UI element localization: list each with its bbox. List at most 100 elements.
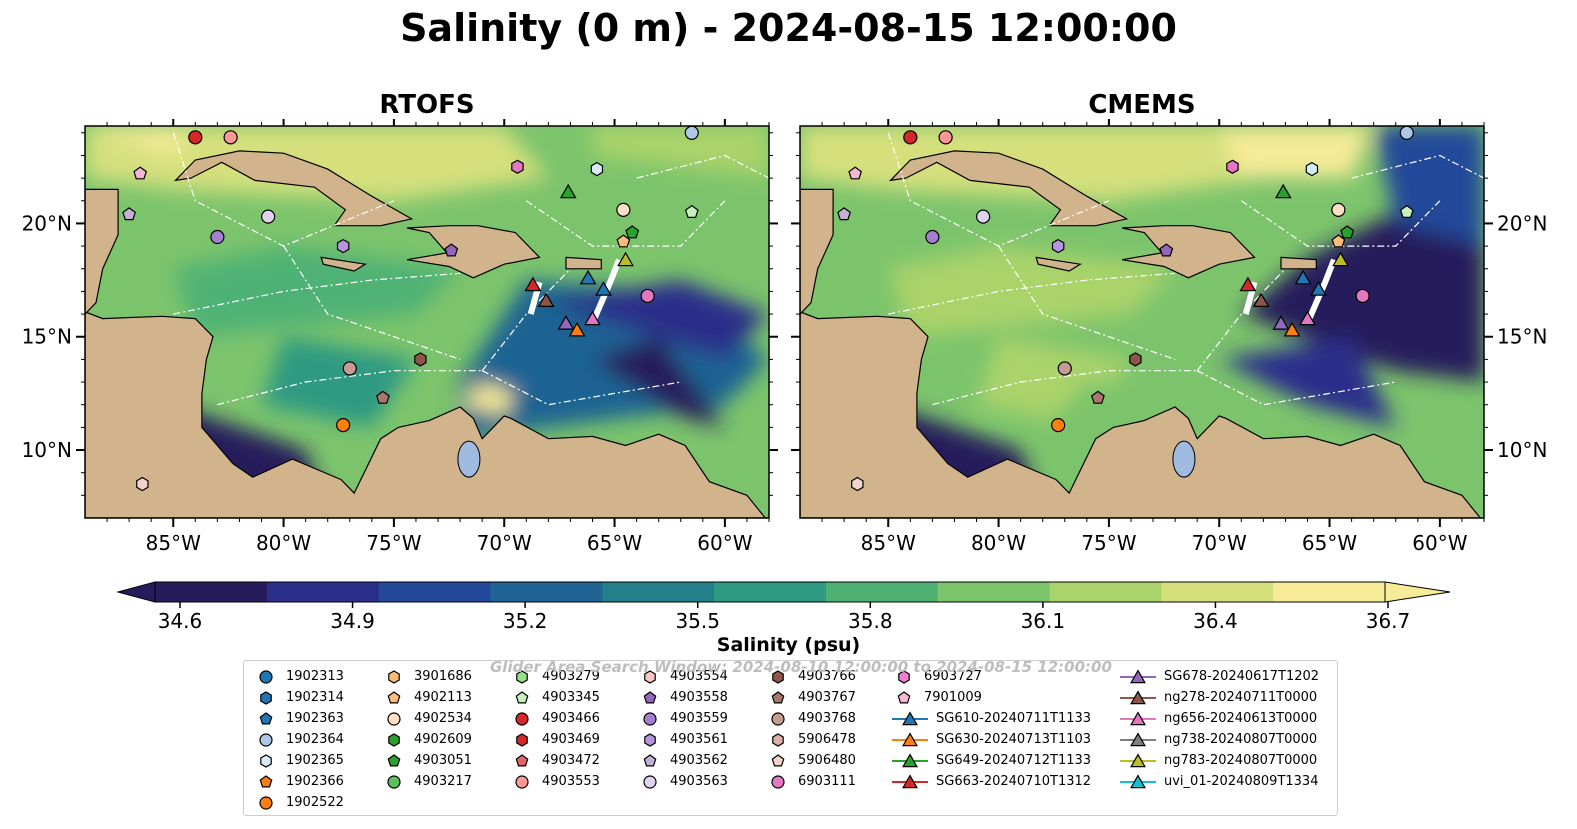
legend-marker xyxy=(1120,669,1156,684)
legend-symbol xyxy=(388,733,400,747)
argo-float-marker xyxy=(1331,202,1346,217)
salinity-region xyxy=(592,336,725,428)
legend-label: 7901009 xyxy=(924,690,982,705)
cmems-map xyxy=(800,126,1484,518)
legend-marker xyxy=(259,712,273,725)
salinity-region xyxy=(888,246,1176,337)
legend-triangle xyxy=(902,753,918,768)
lat-tick-label: 10°N xyxy=(1497,438,1547,462)
legend-marker xyxy=(259,670,273,684)
argo-float-marker xyxy=(848,166,863,180)
argo-float-markers xyxy=(122,126,699,492)
colorbar-segment xyxy=(1273,582,1386,602)
legend-label: 4903554 xyxy=(670,669,728,684)
eez-boundary xyxy=(172,132,395,247)
salinity-region xyxy=(1373,126,1484,247)
glider-marker xyxy=(1299,310,1316,326)
legend-label: SG610-20240711T1133 xyxy=(936,711,1092,726)
argo-float-marker xyxy=(837,207,852,221)
legend-marker xyxy=(1120,690,1156,705)
legend-label: 5906478 xyxy=(798,732,856,747)
argo-float-marker xyxy=(616,202,631,217)
colorbar-segment xyxy=(1049,582,1162,602)
legend-label: 4902113 xyxy=(414,690,472,705)
argo-float-marker xyxy=(342,361,357,376)
legend-marker xyxy=(643,691,657,704)
landmass xyxy=(1121,225,1256,279)
eez-boundary xyxy=(887,132,1110,247)
map-frame xyxy=(84,125,770,519)
legend-marker xyxy=(643,775,657,789)
argo-float-marker xyxy=(1057,361,1072,376)
eez-boundary xyxy=(1351,154,1484,179)
colorbar-tick-label: 34.9 xyxy=(330,609,375,633)
lon-tick-label: 70°W xyxy=(1192,531,1247,555)
legend-symbol xyxy=(771,691,785,704)
legend-symbol xyxy=(259,796,273,810)
eez-boundary xyxy=(173,272,461,315)
rtofs-map xyxy=(85,126,769,518)
legend-symbol xyxy=(260,691,272,705)
argo-float-marker xyxy=(223,130,238,145)
lon-tick-label: 60°W xyxy=(697,531,752,555)
lon-tick-label: 75°W xyxy=(1081,531,1136,555)
salinity-region xyxy=(85,126,549,201)
legend-label: 4902609 xyxy=(414,732,472,747)
argo-float-marker xyxy=(122,207,137,221)
lon-tick-label: 65°W xyxy=(1302,531,1357,555)
argo-float-marker xyxy=(1051,238,1065,254)
glider-track xyxy=(1304,258,1337,325)
legend-symbol xyxy=(515,775,529,789)
legend-marker xyxy=(1120,753,1156,768)
legend-label: 4903563 xyxy=(670,774,728,789)
colorbar-tick-label: 34.6 xyxy=(158,609,203,633)
legend-label: 4903466 xyxy=(542,711,600,726)
salinity-region xyxy=(592,126,769,179)
legend-symbol xyxy=(643,775,657,789)
legend-symbol xyxy=(388,670,400,684)
legend-label: 4903051 xyxy=(414,753,472,768)
land xyxy=(800,150,1484,518)
argo-float-marker xyxy=(1226,159,1239,174)
legend-triangle xyxy=(902,711,918,726)
colorbar: 34.6 34.9 35.2 35.5 35.8 36.1 36.4 36.7 xyxy=(116,581,1451,633)
colorbar-tick-label: 35.5 xyxy=(675,609,720,633)
legend-symbol xyxy=(897,691,911,704)
legend-marker xyxy=(643,712,657,726)
legend-label: 4903766 xyxy=(798,669,856,684)
eez-boundary xyxy=(481,268,571,372)
legend-label: 1902314 xyxy=(286,690,344,705)
salinity-region xyxy=(460,382,516,416)
legend-marker xyxy=(644,670,656,684)
glider-track xyxy=(589,258,622,325)
colorbar-segment xyxy=(937,582,1051,602)
legend-label: 1902365 xyxy=(286,753,344,768)
argo-float-marker xyxy=(444,243,459,257)
legend-label: 4903553 xyxy=(542,774,600,789)
argo-float-markers xyxy=(837,126,1414,492)
map-panels: 85°W 80°W 75°W 70°W 65°W 60°W 20°N 15°N 10°N 85°… xyxy=(22,119,1547,555)
argo-float-marker xyxy=(590,161,604,177)
legend-marker xyxy=(771,775,785,789)
legend-label: 1902366 xyxy=(286,774,344,789)
legend-label: 6903111 xyxy=(798,774,856,789)
colorbar-extend-low xyxy=(116,581,156,603)
colorbar-tick-label: 35.2 xyxy=(503,609,548,633)
legend-label: 4903472 xyxy=(542,753,600,768)
legend-marker xyxy=(892,711,928,726)
glider-marker xyxy=(537,292,555,307)
argo-float-marker xyxy=(976,209,991,224)
argo-float-marker xyxy=(375,390,390,404)
eez-boundary xyxy=(1196,268,1286,372)
colorbar-segment xyxy=(266,582,380,602)
legend-symbol xyxy=(259,670,273,684)
argo-float-marker xyxy=(640,288,655,304)
argo-float-marker xyxy=(133,166,148,180)
glider-marker xyxy=(559,183,577,199)
eez-boundary xyxy=(283,245,461,360)
colorbar-segment xyxy=(714,582,827,602)
glider-marker xyxy=(1294,269,1312,285)
colorbar-tick-label: 36.4 xyxy=(1193,609,1238,633)
glider-markers xyxy=(1239,183,1349,337)
legend-marker xyxy=(772,733,784,747)
